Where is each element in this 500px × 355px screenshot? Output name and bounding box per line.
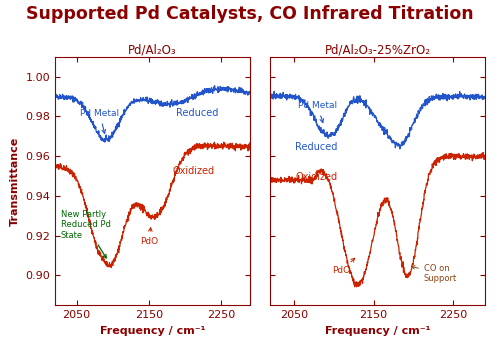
Text: Oxidized: Oxidized [296, 172, 338, 182]
Text: Reduced: Reduced [176, 108, 218, 119]
X-axis label: Frequency / cm⁻¹: Frequency / cm⁻¹ [100, 326, 206, 336]
Text: New Partly
Reduced Pd
State: New Partly Reduced Pd State [61, 210, 110, 258]
Title: Pd/Al₂O₃-25%ZrO₂: Pd/Al₂O₃-25%ZrO₂ [324, 44, 430, 57]
Title: Pd/Al₂O₃: Pd/Al₂O₃ [128, 44, 177, 57]
Text: Oxidized: Oxidized [172, 166, 215, 176]
X-axis label: Frequency / cm⁻¹: Frequency / cm⁻¹ [325, 326, 430, 336]
Text: Supported Pd Catalysts, CO Infrared Titration: Supported Pd Catalysts, CO Infrared Titr… [26, 5, 474, 23]
Text: PdO: PdO [140, 228, 158, 246]
Y-axis label: Transmittance: Transmittance [10, 136, 20, 226]
Text: Reduced: Reduced [296, 142, 338, 152]
Text: PdO: PdO [332, 258, 355, 275]
Text: CO on
Support: CO on Support [412, 264, 457, 283]
Text: Pd Metal: Pd Metal [298, 102, 337, 122]
Text: Pd Metal: Pd Metal [80, 109, 120, 133]
